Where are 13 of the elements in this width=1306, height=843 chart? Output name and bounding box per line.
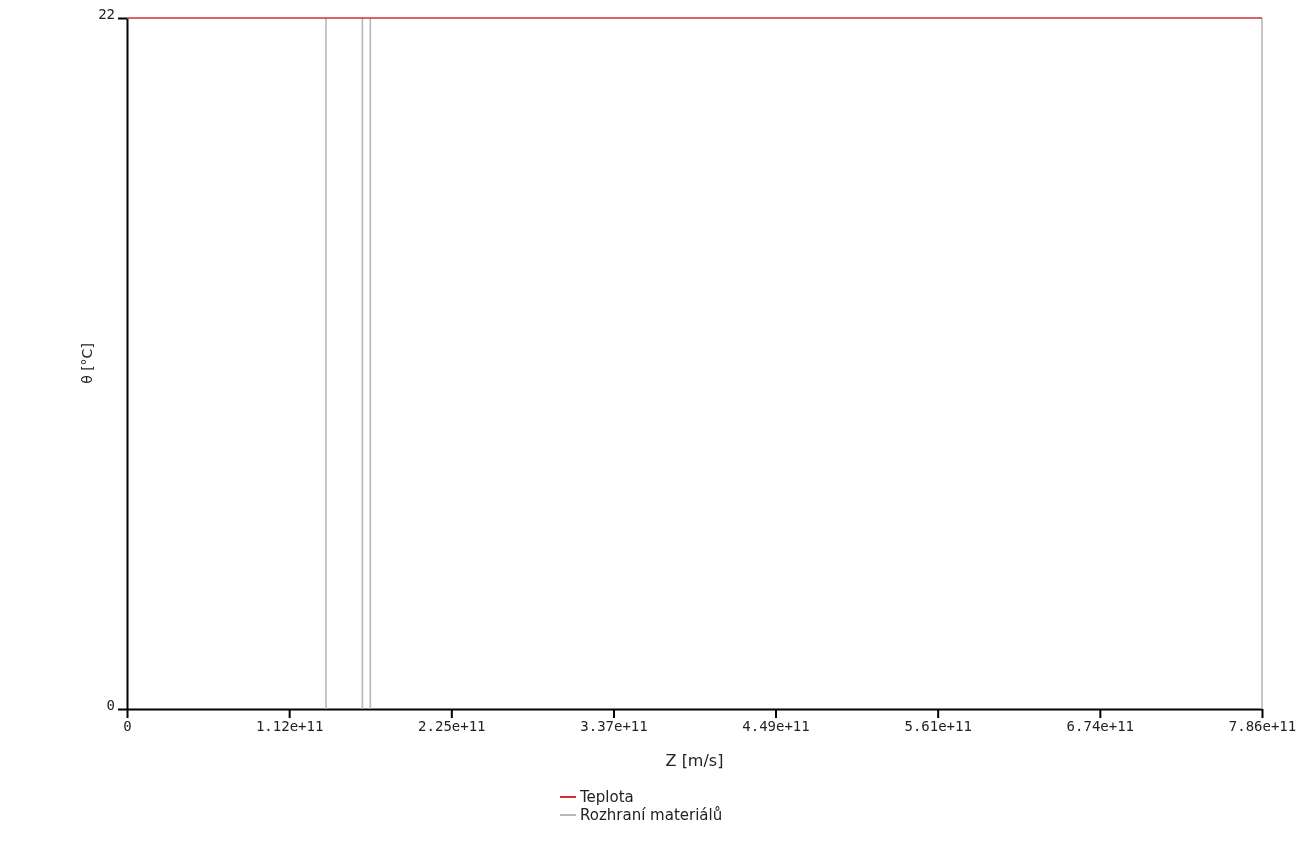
x-tick-label: 2.25e+11 — [418, 717, 486, 734]
y-axis-title: θ [°C] — [79, 343, 95, 384]
legend-label: Rozhraní materiálů — [580, 806, 723, 824]
y-tick-label: 22 — [98, 5, 115, 22]
x-tick-label: 1.12e+11 — [255, 717, 324, 734]
x-tick-label: 0 — [123, 717, 132, 734]
legend-label: Teplota — [579, 788, 634, 806]
x-tick-label: 7.86e+11 — [1228, 717, 1297, 734]
x-tick-label: 6.74e+11 — [1066, 717, 1135, 734]
x-tick-label: 5.61e+11 — [904, 717, 972, 734]
x-tick-label: 3.37e+11 — [580, 717, 648, 734]
x-tick-label: 4.49e+11 — [742, 717, 810, 734]
x-axis-title: Z [m/s] — [665, 751, 724, 770]
